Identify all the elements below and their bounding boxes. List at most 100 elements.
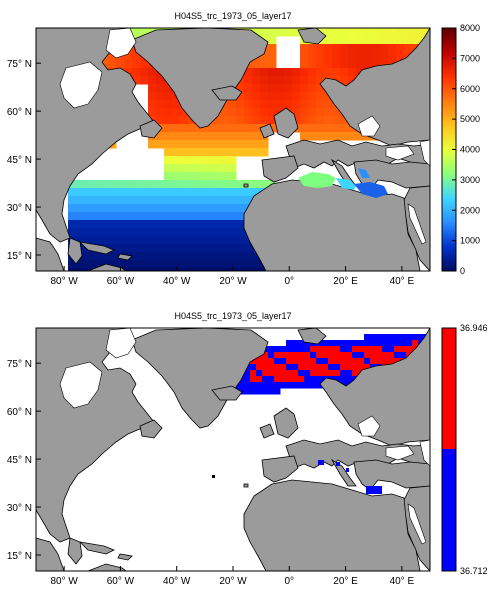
data-cell xyxy=(300,60,309,69)
data-cell xyxy=(236,132,245,141)
data-cell xyxy=(280,376,287,383)
data-cell xyxy=(292,76,301,85)
data-cell xyxy=(260,52,269,61)
data-cell xyxy=(334,364,341,371)
data-cell xyxy=(132,252,141,261)
data-cell xyxy=(148,236,157,245)
data-cell xyxy=(212,124,221,133)
lat-tick-label: 30° N xyxy=(7,203,32,214)
data-cell xyxy=(304,364,311,371)
data-cell xyxy=(340,340,347,347)
data-cell xyxy=(244,252,253,261)
data-cell xyxy=(164,252,173,261)
data-cell xyxy=(220,228,229,237)
data-cell xyxy=(84,220,93,229)
data-cell xyxy=(196,196,205,205)
colorbar-tick-label: 3000 xyxy=(460,175,480,185)
data-cell xyxy=(188,164,197,173)
bottom-map-axes: 75° N 60° N 45° N 30° N 15° N 80° W 60° W 40° W… xyxy=(7,359,415,587)
data-cell xyxy=(388,28,397,37)
data-cell xyxy=(172,100,181,109)
data-cell xyxy=(68,212,77,221)
data-cell xyxy=(252,84,261,93)
data-cell xyxy=(220,124,229,133)
data-cell xyxy=(236,180,245,189)
data-cell xyxy=(404,36,413,45)
data-cell xyxy=(308,52,317,61)
data-cell xyxy=(116,228,125,237)
data-cell xyxy=(84,196,93,205)
data-cell xyxy=(388,346,395,353)
data-cell xyxy=(92,196,101,205)
data-cell xyxy=(316,60,325,69)
data-cell xyxy=(180,148,189,157)
data-cell xyxy=(262,382,269,389)
data-cell xyxy=(84,252,93,261)
data-cell xyxy=(284,76,293,85)
data-cell xyxy=(300,84,309,93)
data-cell xyxy=(100,196,109,205)
data-cell xyxy=(188,156,197,165)
data-cell xyxy=(132,236,141,245)
data-cell xyxy=(156,212,165,221)
data-cell xyxy=(324,100,333,109)
data-cell xyxy=(156,84,165,93)
data-cell xyxy=(156,116,165,125)
data-cell xyxy=(116,180,125,189)
data-cell xyxy=(346,340,353,347)
data-cell xyxy=(332,52,341,61)
data-cell xyxy=(100,180,109,189)
data-cell xyxy=(132,180,141,189)
data-cell xyxy=(308,116,317,125)
data-cell xyxy=(332,132,341,141)
data-cell xyxy=(332,28,341,37)
data-cell xyxy=(196,204,205,213)
data-cell xyxy=(260,76,269,85)
data-cell xyxy=(84,188,93,197)
lon-tick-label: 80° W xyxy=(50,276,78,287)
data-cell xyxy=(148,140,157,149)
data-cell xyxy=(140,244,149,253)
data-cell xyxy=(228,228,237,237)
data-cell xyxy=(164,244,173,253)
data-cell xyxy=(164,212,173,221)
data-cell xyxy=(292,116,301,125)
data-cell xyxy=(172,180,181,189)
data-cell xyxy=(180,172,189,181)
data-cell xyxy=(244,100,253,109)
data-cell xyxy=(204,156,213,165)
data-cell xyxy=(324,92,333,101)
data-cell xyxy=(124,212,133,221)
data-cell xyxy=(164,100,173,109)
top-map-central-med xyxy=(336,178,356,190)
data-cell xyxy=(140,212,149,221)
data-cell xyxy=(164,124,173,133)
data-cell xyxy=(358,340,365,347)
data-cell xyxy=(156,100,165,109)
data-cell xyxy=(132,268,141,271)
data-cell xyxy=(322,370,329,377)
data-cell xyxy=(256,382,263,389)
data-cell xyxy=(352,370,359,377)
data-cell xyxy=(412,36,421,45)
bottom-map-levant-block xyxy=(366,486,382,494)
data-cell xyxy=(188,188,197,197)
data-cell xyxy=(236,196,245,205)
data-cell xyxy=(220,116,229,125)
data-cell xyxy=(274,388,281,395)
data-cell xyxy=(382,346,389,353)
data-cell xyxy=(364,36,373,45)
data-cell xyxy=(274,382,281,389)
data-cell xyxy=(316,370,323,377)
data-cell xyxy=(140,236,149,245)
data-cell xyxy=(274,364,281,371)
data-cell xyxy=(304,358,311,365)
data-cell xyxy=(304,346,311,353)
data-cell xyxy=(364,52,373,61)
data-cell xyxy=(256,370,263,377)
data-cell xyxy=(212,252,221,261)
data-cell xyxy=(156,228,165,237)
data-cell xyxy=(340,370,347,377)
data-cell xyxy=(358,358,365,365)
lon-tick-label: 20° W xyxy=(219,576,247,587)
